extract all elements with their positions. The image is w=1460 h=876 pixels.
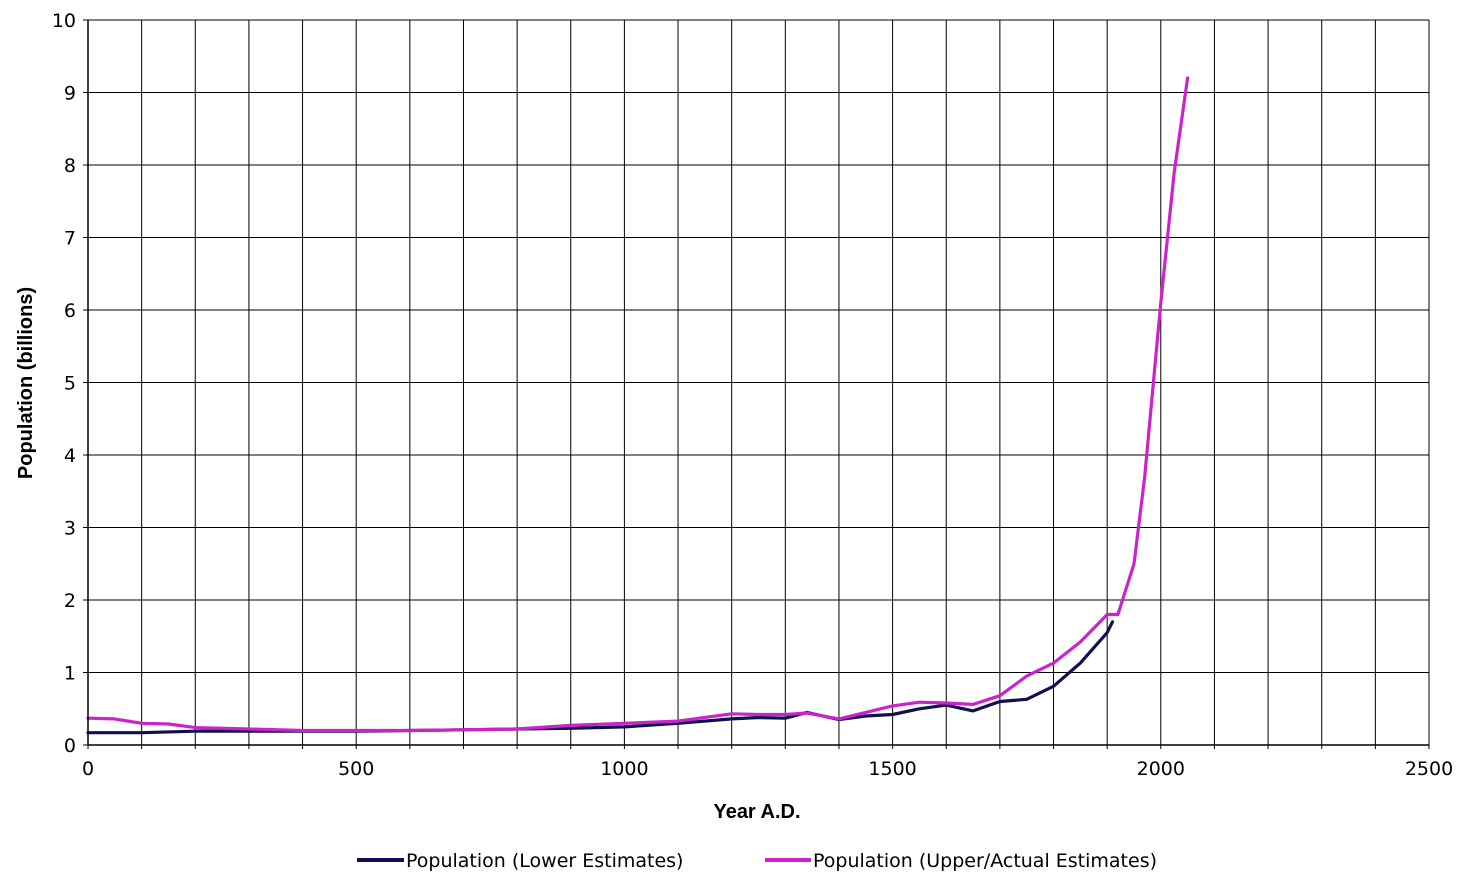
y-tick-label: 9: [64, 83, 76, 105]
x-tick-label: 2000: [1137, 758, 1185, 780]
y-tick-label: 6: [64, 300, 76, 322]
y-tick-label: 8: [64, 155, 76, 177]
y-tick-label: 1: [64, 663, 76, 685]
x-tick-label: 1500: [868, 758, 916, 780]
y-tick-label: 10: [52, 10, 76, 32]
series-line-lower-estimates: [86, 620, 1115, 735]
x-tick-label: 2500: [1405, 758, 1453, 780]
y-tick-label: 7: [64, 228, 76, 250]
y-tick-label: 3: [64, 518, 76, 540]
x-tick-label: 1000: [600, 758, 648, 780]
y-tick-label: 0: [64, 735, 76, 757]
legend-label-lower: Population (Lower Estimates): [406, 850, 683, 872]
legend: Population (Lower Estimates) Population …: [357, 850, 1157, 872]
y-tick-label: 5: [64, 373, 76, 395]
y-axis-title: Population (billions): [15, 287, 37, 479]
legend-label-upper: Population (Upper/Actual Estimates): [813, 850, 1157, 872]
x-tick-label: 500: [338, 758, 374, 780]
grid-lines: [83, 19, 1430, 749]
y-tick-label: 2: [64, 590, 76, 612]
x-axis-title: Year A.D.: [713, 801, 800, 823]
x-tick-label: 0: [82, 758, 94, 780]
series-lines: [86, 20, 1429, 746]
y-tick-label: 4: [64, 445, 76, 467]
series-line-upper-actual-estimates: [86, 76, 1190, 733]
tick-labels: 0 500 1000 1500 2000 2500 0 1 2 3 4 5 6 7 8 9 10: [52, 10, 1453, 780]
